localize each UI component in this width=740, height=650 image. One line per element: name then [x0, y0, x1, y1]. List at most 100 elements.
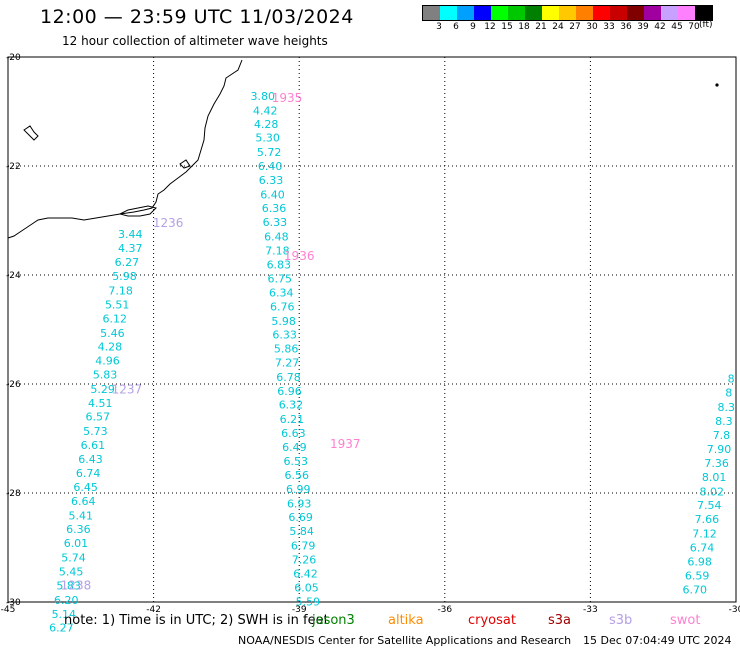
legend-tick-label: 21 — [535, 22, 547, 32]
wave-height-value: 6.33 — [263, 216, 288, 229]
wave-height-value: 5.29 — [90, 383, 115, 396]
wave-height-value: 6.74 — [76, 467, 101, 480]
wave-height-value: 6.45 — [73, 481, 98, 494]
wave-height-value: 6.75 — [268, 272, 293, 285]
legend-tick-label: 6 — [453, 22, 459, 32]
wave-height-value: 8.01 — [702, 471, 727, 484]
wave-height-value: 6.12 — [103, 313, 128, 326]
lat-tick-label: -20 — [6, 53, 21, 63]
satellite-s3a: s3a — [548, 613, 572, 628]
legend-swatch — [423, 6, 440, 20]
legend-swatch — [559, 6, 576, 20]
lat-tick-label: -30 — [6, 598, 21, 608]
satellite-swot: swot — [670, 613, 701, 628]
wave-height-value: 6.34 — [269, 286, 294, 299]
legend-swatch — [627, 6, 644, 20]
inland-water — [23, 125, 39, 141]
wave-height-value: 5.51 — [105, 298, 130, 311]
legend-tick-label: 30 — [586, 22, 598, 32]
legend-swatch — [508, 6, 525, 20]
wave-height-value: 6.63 — [281, 427, 306, 440]
wave-height-value: 7.8 — [713, 429, 731, 442]
wave-height-value: 6.57 — [86, 411, 111, 424]
wave-height-value: 6.27 — [49, 622, 74, 635]
wave-height-value: 6.61 — [81, 439, 106, 452]
wave-height-value: 3.80 — [251, 90, 276, 103]
wave-height-value: 6.33 — [259, 174, 284, 187]
wave-height-value: 6.40 — [260, 188, 285, 201]
lat-tick-label: -24 — [6, 271, 21, 281]
legend-swatch — [491, 6, 508, 20]
legend-swatches — [422, 5, 713, 21]
lat-tick-label: -22 — [6, 162, 21, 172]
wave-height-value: 6.40 — [258, 160, 283, 173]
wave-height-value: 4.37 — [118, 242, 143, 255]
wave-height-value: 4.42 — [253, 104, 278, 117]
pass-time-label: 1935 — [272, 91, 303, 105]
small-island — [179, 159, 191, 169]
legend-swatch — [661, 6, 678, 20]
wave-height-value: 8.02 — [699, 485, 724, 498]
satellite-altika: altika — [388, 613, 424, 628]
wave-height-value: 7.27 — [275, 357, 300, 370]
legend-tick-label: 42 — [654, 22, 666, 32]
wave-height-value: 6.01 — [64, 537, 89, 550]
wave-height-value: 8 — [728, 373, 735, 386]
wave-height-value: 6.42 — [293, 568, 318, 581]
wave-height-value: 6.74 — [690, 542, 715, 555]
color-legend: 3 6 9 12 15 18 21 24 27 30 33 36 39 42 45 70 — [422, 5, 713, 33]
wave-height-value: 6.49 — [282, 441, 307, 454]
credit-line: NOAA/NESDIS Center for Satellite Applica… — [238, 634, 572, 647]
wave-height-value: 5.46 — [100, 327, 125, 340]
wave-height-value: 5.83 — [56, 580, 81, 593]
pass-time-label: 1936 — [284, 249, 315, 263]
wave-height-value: 6.98 — [687, 556, 712, 569]
legend-tick-label: 33 — [603, 22, 615, 32]
island-dot — [715, 83, 719, 87]
wave-height-value: 5.72 — [257, 146, 282, 159]
lon-tick-label: -36 — [437, 605, 452, 615]
wave-height-value: 5.84 — [289, 525, 314, 538]
legend-tick-label: 15 — [501, 22, 513, 32]
wave-height-value: 4.96 — [95, 355, 120, 368]
legend-swatch — [525, 6, 542, 20]
wave-height-value: 6.27 — [115, 256, 140, 269]
wave-height-value: 6.33 — [272, 328, 297, 341]
wave-height-value: 6.76 — [270, 301, 295, 314]
legend-swatch — [610, 6, 627, 20]
wave-height-value: 6.78 — [276, 371, 301, 384]
lat-tick-label: -26 — [6, 380, 21, 390]
wave-height-value: 8.3 — [718, 401, 736, 414]
wave-height-value: 4.28 — [254, 118, 279, 131]
lon-tick-label: -42 — [146, 605, 161, 615]
coastal-bay — [118, 205, 157, 217]
wave-height-value: 6.93 — [287, 497, 312, 510]
lon-tick-label: -39 — [292, 605, 307, 615]
wave-height-value: 7.18 — [108, 284, 133, 297]
wave-height-value: 7.54 — [697, 499, 722, 512]
pass-time-label: 1237 — [112, 382, 143, 396]
legend-swatch — [474, 6, 491, 20]
wave-height-value: 5.41 — [69, 509, 94, 522]
wave-height-value: 6.56 — [285, 469, 310, 482]
wave-height-value: 6.99 — [286, 483, 311, 496]
wave-height-value: 6.32 — [279, 399, 304, 412]
pass-time-label: 1937 — [330, 437, 361, 451]
lon-tick-label: -33 — [583, 605, 598, 615]
legend-tick-label: 45 — [671, 22, 683, 32]
wave-height-value: 5.86 — [274, 343, 299, 356]
wave-height-value: 5.98 — [112, 270, 137, 283]
legend-tick-label: 18 — [518, 22, 530, 32]
map-title: 12:00 — 23:59 UTC 11/03/2024 — [40, 6, 354, 28]
legend-labels: 3 6 9 12 15 18 21 24 27 30 33 36 39 42 45 70 — [422, 21, 713, 33]
wave-height-value: 7.36 — [704, 457, 729, 470]
wave-height-value: 5.30 — [255, 132, 280, 145]
wave-height-value: 8.3 — [715, 415, 733, 428]
map-frame — [7, 56, 737, 603]
legend-swatch — [644, 6, 661, 20]
legend-swatch — [440, 6, 457, 20]
satellite-jason3: jason3 — [312, 613, 355, 628]
lat-tick-label: -28 — [6, 489, 21, 499]
wave-height-value: 8 — [725, 387, 732, 400]
wave-height-value: 6.36 — [262, 202, 287, 215]
